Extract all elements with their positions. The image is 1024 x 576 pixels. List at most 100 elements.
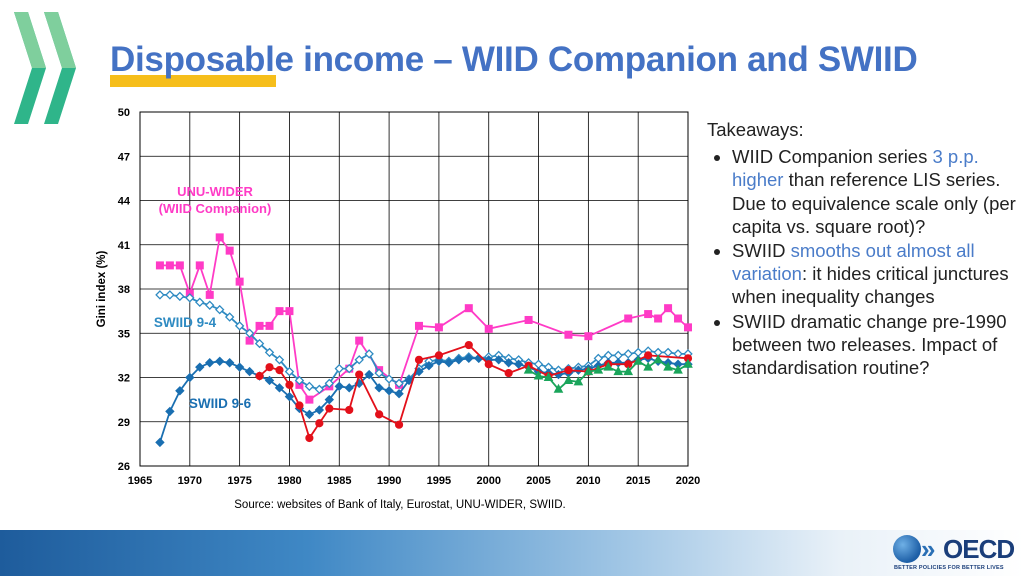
x-tick-label: 2010 [576,475,600,487]
data-point-wiid [305,395,314,404]
data-point-swiid94 [294,375,305,386]
data-point-green [663,361,673,371]
annotation-unu-wider: UNU-WIDER [177,184,253,199]
data-point-swiid94 [334,363,344,374]
takeaways-panel: Takeaways: WIID Companion series 3 p.p. … [707,118,1019,380]
data-point-swiid96 [513,359,524,369]
data-point-green [603,361,614,371]
data-point-swiid94 [344,363,354,374]
data-point-red [325,404,334,413]
data-point-swiid94 [254,338,265,349]
data-point-green [533,370,544,380]
data-point-swiid96 [155,437,165,448]
data-point-wiid [245,336,254,345]
data-point-red [464,340,473,350]
data-point-green [653,354,663,364]
data-point-wiid [624,314,633,323]
x-tick-label: 1965 [128,475,152,487]
data-point-swiid96 [264,375,275,386]
y-tick-label: 29 [118,417,130,429]
x-tick-label: 1990 [377,475,401,487]
oecd-tagline: BETTER POLICIES FOR BETTER LIVES [894,565,1004,571]
x-tick-label: 2015 [626,475,650,487]
data-point-green [543,371,554,381]
annotation-swiid-9-6: SWIID 9-6 [189,396,252,411]
data-point-swiid94 [244,328,255,338]
data-point-red [564,366,573,375]
data-point-swiid96 [434,356,444,366]
data-point-wiid [434,323,443,332]
data-point-swiid94 [195,297,205,307]
data-point-swiid96 [364,369,374,380]
data-point-swiid96 [224,358,235,368]
data-point-swiid96 [234,362,245,372]
data-point-wiid [155,261,164,270]
data-point-swiid94 [205,300,215,310]
annotation-wiid-companion: (WIID Companion) [159,201,272,216]
data-point-wiid [414,321,423,330]
data-point-wiid [684,323,692,332]
data-point-red [275,366,284,375]
series-wiid [155,233,692,404]
y-tick-label: 38 [118,284,130,296]
y-tick-label: 32 [118,373,130,385]
x-tick-label: 1985 [327,475,351,487]
data-point-wiid [484,324,493,333]
takeaways-heading: Takeaways: [707,119,804,140]
y-tick-label: 35 [118,328,130,340]
data-point-swiid94 [394,378,404,389]
data-point-swiid96 [185,372,195,383]
data-point-swiid96 [314,405,325,415]
y-tick-label: 44 [118,196,131,208]
data-point-swiid96 [334,381,344,392]
data-point-wiid [355,336,364,345]
y-tick-label: 47 [118,151,130,163]
data-point-swiid96 [503,358,514,368]
data-point-swiid96 [404,375,414,386]
data-point-swiid96 [464,353,474,364]
series-green [523,354,693,393]
data-point-swiid96 [304,409,315,420]
chevron-icon: » [921,534,936,564]
data-point-swiid96 [493,355,504,365]
data-point-red [504,368,513,378]
data-point-swiid96 [344,383,354,393]
x-tick-label: 1970 [178,475,202,487]
data-point-swiid96 [205,358,215,368]
data-point-swiid96 [284,391,295,402]
data-point-red [315,419,324,428]
data-point-red [285,380,294,389]
data-point-swiid94 [324,378,335,389]
data-point-swiid96 [195,362,205,372]
data-point-red [644,351,653,360]
data-point-wiid [674,314,683,323]
data-point-red [484,360,493,369]
x-tick-label: 2000 [476,475,500,487]
data-point-wiid [265,321,274,330]
data-point-green [573,376,584,386]
data-point-swiid94 [175,291,185,302]
y-tick-label: 41 [118,240,130,252]
y-axis-label: Gini index (%) [96,250,108,327]
data-point-red [345,405,354,415]
gini-chart: 26 29 32 35 38 41 44 47 50 1965 1970 1975 1980 1985 19… [96,107,700,511]
data-point-wiid [644,310,653,319]
globe-icon [893,535,921,563]
data-point-swiid94 [354,355,364,365]
data-point-green [633,355,644,365]
data-point-swiid96 [394,389,404,399]
data-point-swiid94 [214,304,225,315]
data-point-wiid [255,321,264,330]
data-point-swiid96 [424,360,434,371]
data-point-wiid [285,307,294,316]
data-point-green [553,383,564,393]
data-point-swiid94 [374,368,384,378]
data-point-swiid96 [165,406,175,417]
data-point-swiid94 [384,374,394,384]
slide-title: Disposable income – WIID Companion and S… [110,40,918,79]
data-point-swiid96 [274,383,285,393]
data-point-wiid [165,261,174,270]
data-point-green [523,364,534,374]
series-line-wiid [159,235,689,401]
data-point-wiid [215,233,224,242]
